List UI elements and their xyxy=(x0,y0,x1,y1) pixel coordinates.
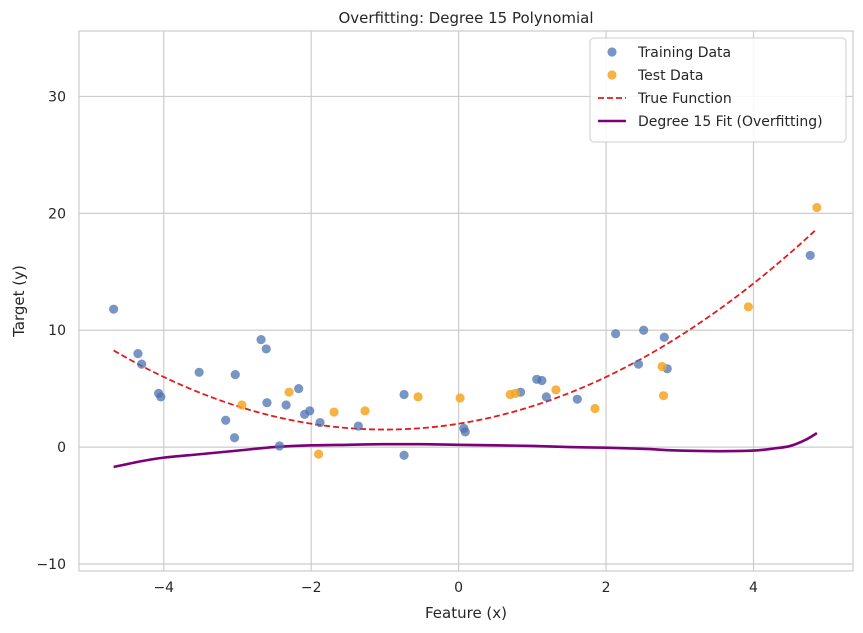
x-tick-label: −2 xyxy=(301,580,322,596)
tick-labels: −4 −2 0 2 4 −10 0 10 20 30 xyxy=(36,89,758,596)
true-function-line xyxy=(113,228,818,431)
training-point xyxy=(261,344,271,354)
training-point xyxy=(399,450,409,460)
legend-marker-training xyxy=(607,47,617,57)
plot-frame xyxy=(78,30,854,572)
test-point xyxy=(313,449,324,459)
test-point xyxy=(413,392,423,402)
degree-15-fit-line xyxy=(113,431,818,469)
legend-marker-test xyxy=(607,70,617,80)
training-point xyxy=(294,384,304,394)
test-point xyxy=(812,202,822,213)
training-point xyxy=(460,427,470,437)
training-point xyxy=(315,417,325,428)
x-tick-label: 4 xyxy=(749,580,758,596)
legend: Training Data Test Data True Function Degre… xyxy=(589,37,847,143)
y-tick-label: 20 xyxy=(48,206,66,222)
training-point xyxy=(133,348,143,359)
training-point xyxy=(305,406,315,416)
x-tick-label: 2 xyxy=(602,580,611,596)
test-point xyxy=(455,393,465,403)
y-tick-label: 0 xyxy=(57,440,66,456)
training-point xyxy=(805,250,815,261)
legend-label-training: Training Data xyxy=(637,45,731,61)
y-tick-label: −10 xyxy=(36,557,66,573)
test-point xyxy=(743,302,753,312)
training-point xyxy=(639,325,649,335)
chart-title: Overfitting: Degree 15 Polynomial xyxy=(338,9,593,27)
y-tick-label: 30 xyxy=(48,89,66,105)
test-point xyxy=(510,388,520,398)
y-axis-label: Target (y) xyxy=(10,265,28,338)
training-point xyxy=(274,441,285,451)
training-point xyxy=(156,392,166,402)
training-point xyxy=(611,329,621,339)
test-point xyxy=(590,403,600,414)
training-point xyxy=(537,375,547,386)
test-point xyxy=(658,391,669,401)
test-point xyxy=(237,400,247,410)
training-point xyxy=(221,415,231,425)
training-point xyxy=(572,394,582,404)
training-point xyxy=(256,334,266,345)
training-point xyxy=(281,400,291,410)
training-point xyxy=(541,392,551,402)
training-point xyxy=(659,332,669,342)
test-point xyxy=(284,387,294,397)
legend-box xyxy=(589,37,847,143)
test-point xyxy=(329,407,339,417)
points-layer xyxy=(109,202,822,460)
training-point xyxy=(399,389,409,400)
x-axis-label: Feature (x) xyxy=(425,604,507,622)
test-point xyxy=(657,361,667,372)
curves-layer xyxy=(113,228,818,469)
x-tick-label: 0 xyxy=(454,580,463,596)
training-point xyxy=(229,433,240,443)
training-point xyxy=(353,421,363,431)
legend-label-fit: Degree 15 Fit (Overfitting) xyxy=(638,114,823,130)
training-point xyxy=(262,398,272,408)
x-tick-label: −4 xyxy=(153,580,174,596)
legend-label-test: Test Data xyxy=(637,68,703,84)
y-tick-label: 10 xyxy=(48,323,66,339)
training-point xyxy=(633,359,644,369)
training-point xyxy=(230,370,240,380)
test-point xyxy=(551,385,561,395)
training-point xyxy=(109,304,119,314)
training-point xyxy=(194,367,204,377)
training-point xyxy=(137,359,147,369)
test-point xyxy=(360,406,370,416)
legend-label-true-function: True Function xyxy=(637,91,732,107)
